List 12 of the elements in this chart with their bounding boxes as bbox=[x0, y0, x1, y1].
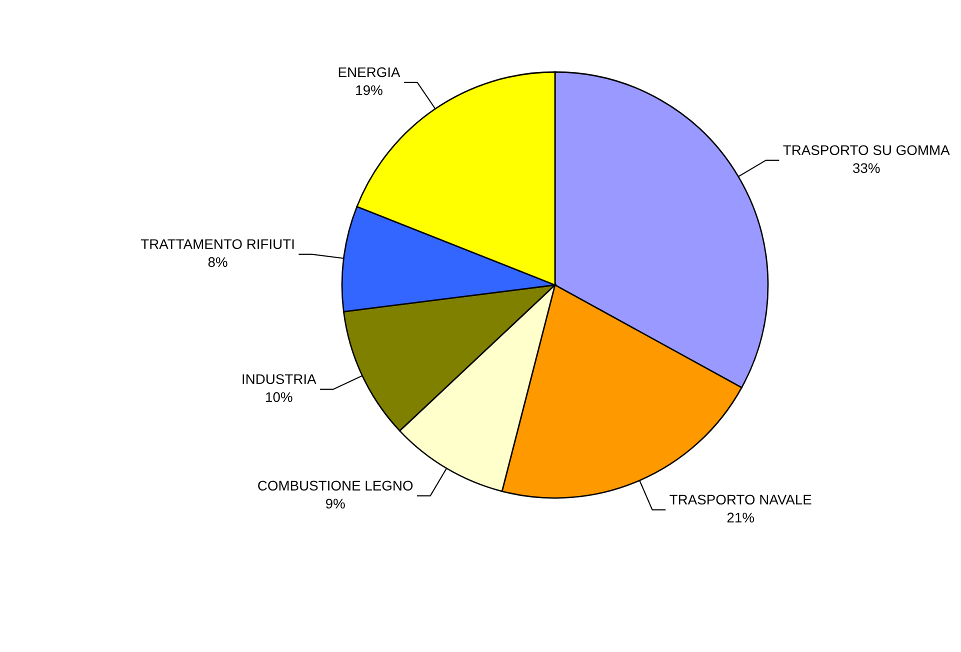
slice-label: COMBUSTIONE LEGNO bbox=[258, 480, 413, 491]
data-label: 9% bbox=[326, 498, 345, 509]
data-label: 10% bbox=[266, 392, 292, 402]
slice-label: INDUSTRIA bbox=[242, 374, 316, 384]
slice-label: TRATTAMENTO RIFIUTI bbox=[140, 239, 294, 250]
data-label: 33% bbox=[852, 163, 880, 174]
data-label: 8% bbox=[208, 257, 228, 268]
data-label: 19% bbox=[356, 85, 382, 96]
slice-label: TRASPORTO NAVALE bbox=[670, 494, 812, 505]
data-label: 21% bbox=[727, 512, 754, 522]
slice-label: ENERGIA bbox=[338, 67, 400, 78]
slice-label: TRASPORTO SU GOMMA bbox=[783, 145, 950, 156]
